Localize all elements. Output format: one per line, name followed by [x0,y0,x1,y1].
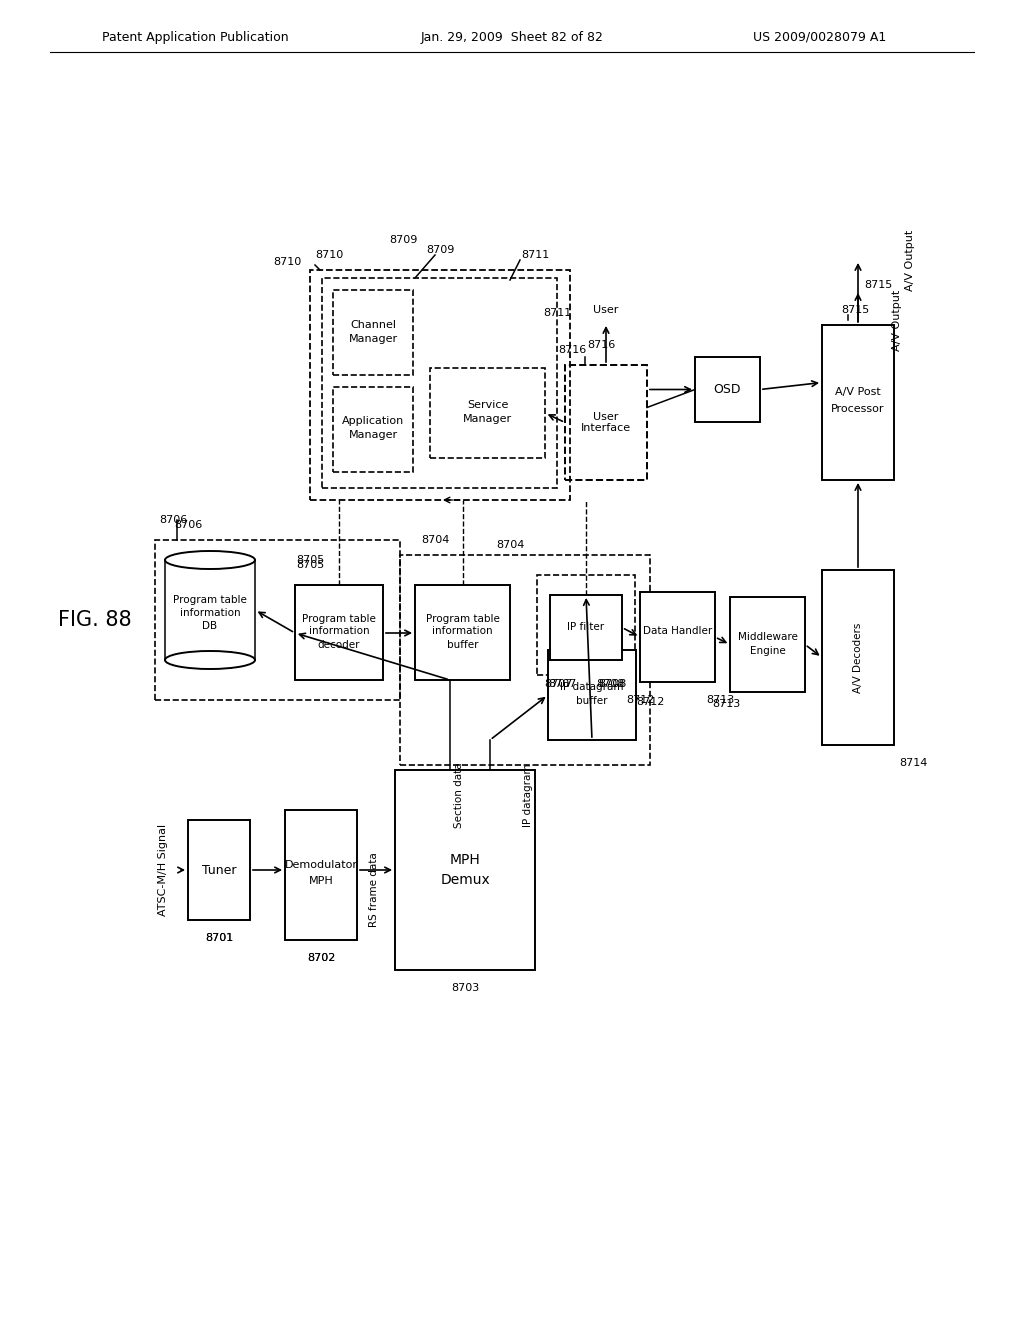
Text: 8704: 8704 [421,535,450,545]
Text: Manager: Manager [348,430,397,441]
Text: Application: Application [342,417,404,426]
Text: Manager: Manager [463,414,512,424]
Text: Program table: Program table [302,614,376,623]
Bar [537,576,635,675]
Text: information: information [179,609,241,618]
Bar [285,810,357,940]
Text: IP datagram: IP datagram [560,682,624,692]
Bar [695,356,760,422]
Text: 8702: 8702 [307,953,335,964]
Text: Demodulator: Demodulator [285,861,357,870]
Text: IP datagram: IP datagram [523,763,534,826]
Text: A/V Output: A/V Output [892,289,902,351]
Bar [188,820,250,920]
Text: A/V Output: A/V Output [905,230,915,290]
Text: FIG. 88: FIG. 88 [58,610,132,630]
Text: OSD: OSD [714,383,741,396]
Text: 8712: 8712 [636,697,665,708]
Text: Section data: Section data [454,762,464,828]
Text: 8705: 8705 [296,554,325,565]
Text: Patent Application Publication: Patent Application Publication [101,30,289,44]
Text: Middleware: Middleware [737,631,798,642]
Text: 8715: 8715 [864,280,892,290]
Text: Program table: Program table [173,595,247,605]
Text: 8701: 8701 [205,933,233,942]
Text: information: information [432,627,493,636]
Text: Tuner: Tuner [202,863,237,876]
Text: 8705: 8705 [296,560,325,570]
Bar [155,540,400,700]
Text: 8712: 8712 [626,696,654,705]
Text: decoder: decoder [317,639,360,649]
Text: 8708: 8708 [596,678,625,689]
Text: 8713: 8713 [706,696,734,705]
Bar [822,325,894,480]
Text: 8706: 8706 [174,520,202,531]
Text: IP filter: IP filter [567,623,604,632]
Text: 8710: 8710 [315,249,343,260]
Ellipse shape [165,550,255,569]
Text: A/V Post: A/V Post [836,388,881,397]
Text: 8702: 8702 [307,953,335,964]
Text: 8714: 8714 [899,758,928,768]
Text: Program table: Program table [426,614,500,623]
Text: 8713: 8713 [712,700,740,709]
Text: 8709: 8709 [389,235,417,246]
Text: 8709: 8709 [426,246,455,255]
Text: Processor: Processor [831,404,885,413]
Bar [400,554,650,766]
Text: 8708: 8708 [598,678,627,689]
Bar [730,597,805,692]
Text: Channel: Channel [350,319,396,330]
Text: DB: DB [203,620,217,631]
Text: A/V Decoders: A/V Decoders [853,622,863,693]
Text: 8703: 8703 [451,983,479,993]
Bar [415,585,510,680]
Text: Demux: Demux [440,873,489,887]
Text: 8710: 8710 [273,257,302,267]
Text: buffer: buffer [446,639,478,649]
Text: 8716: 8716 [558,345,586,355]
Bar [333,290,413,375]
Bar [640,591,715,682]
Text: 8707: 8707 [544,678,572,689]
Bar [430,368,545,458]
Text: 8707: 8707 [548,678,577,689]
Text: information: information [308,627,370,636]
Ellipse shape [165,651,255,669]
Text: Engine: Engine [750,645,785,656]
Text: User: User [593,305,618,315]
Bar [395,770,535,970]
Bar [565,366,647,480]
Text: 8706: 8706 [159,515,187,525]
Text: ATSC-M/H Signal: ATSC-M/H Signal [158,824,168,916]
Text: Jan. 29, 2009  Sheet 82 of 82: Jan. 29, 2009 Sheet 82 of 82 [421,30,603,44]
Text: 8711: 8711 [543,308,571,318]
Text: MPH: MPH [308,876,334,886]
Text: Manager: Manager [348,334,397,343]
Text: MPH: MPH [450,853,480,867]
Text: 8716: 8716 [587,341,615,350]
Text: 8715: 8715 [841,305,869,315]
Text: US 2009/0028079 A1: US 2009/0028079 A1 [754,30,887,44]
Text: Service: Service [467,400,508,411]
Text: 8711: 8711 [521,249,549,260]
Text: RS frame data: RS frame data [369,853,379,928]
Bar [322,279,557,488]
Bar [550,595,622,660]
Bar [548,649,636,741]
Bar [310,271,570,500]
Text: 8701: 8701 [205,933,233,942]
Text: 8704: 8704 [496,540,524,550]
Text: Data Handler: Data Handler [643,626,712,636]
Bar [822,570,894,744]
Bar [295,585,383,680]
Bar [333,387,413,473]
Text: User
Interface: User Interface [581,412,631,433]
Text: buffer: buffer [577,696,608,706]
